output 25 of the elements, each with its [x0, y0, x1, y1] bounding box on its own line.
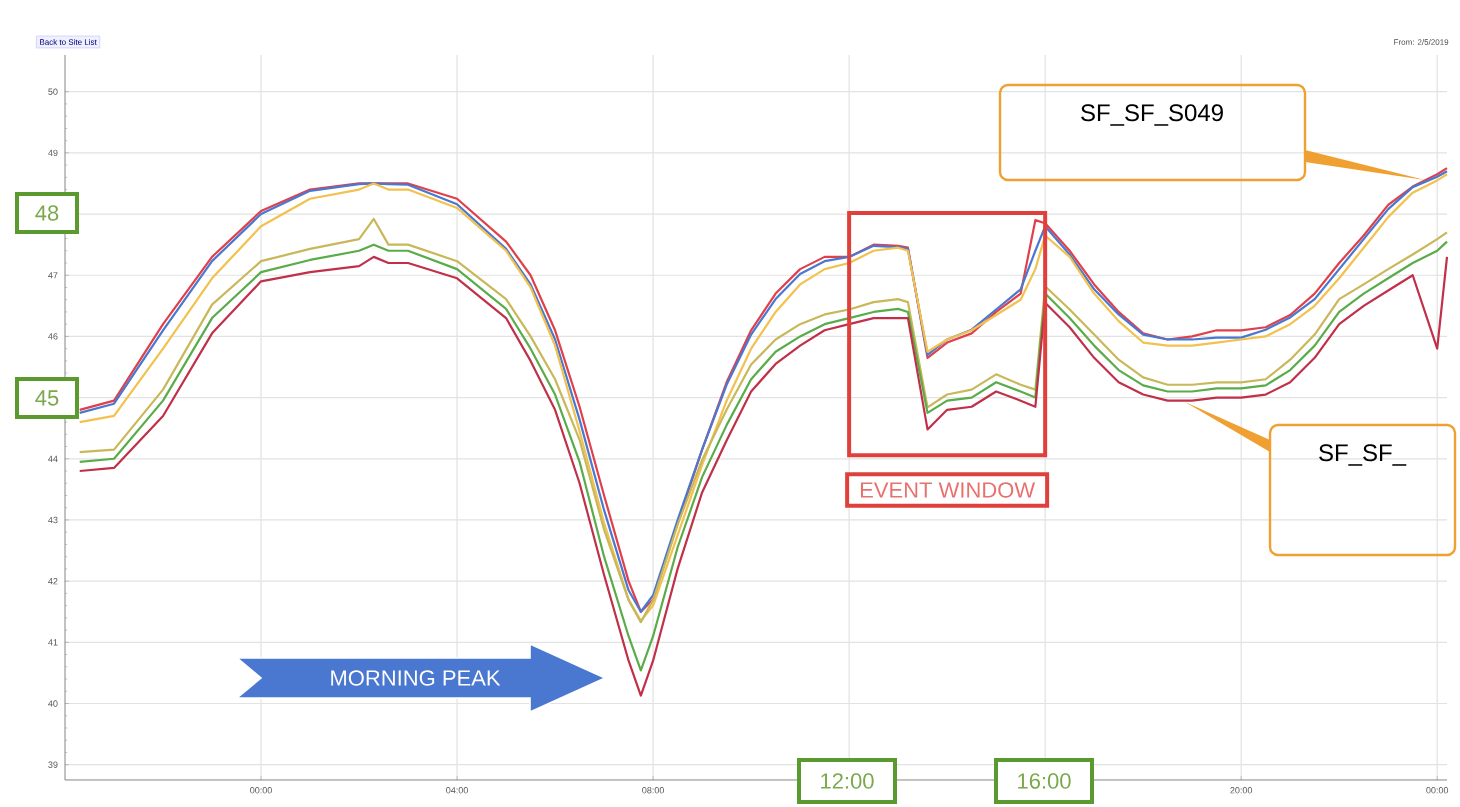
y-tick-label: 42 — [48, 578, 58, 585]
annotation: SF_SF_S049 — [1081, 104, 1223, 126]
x-tick-label: 08:00 — [642, 787, 664, 794]
y-tick-label: 40 — [48, 700, 58, 707]
y-tick-label: 43 — [48, 516, 58, 524]
annotation: MORNING PEAK — [331, 670, 501, 686]
text: Back to Site List — [40, 39, 97, 45]
y-tick-label: 50 — [48, 88, 58, 95]
y-tick-label: 47 — [48, 272, 58, 279]
annotation: SF_SF_ — [1319, 444, 1407, 466]
y-tick-label: 41 — [48, 639, 58, 646]
text: From: 2/5/2019 — [1394, 39, 1449, 45]
y-tick-label: 49 — [48, 149, 58, 157]
y-tick-label: 46 — [48, 333, 58, 340]
annotation: 16:00 — [1018, 773, 1071, 789]
text: 45 — [35, 390, 59, 406]
x-tick-label: 04:00 — [446, 787, 468, 794]
x-tick-label: 20:00 — [1230, 787, 1253, 794]
x-tick-label: 00:00 — [250, 787, 272, 794]
y-tick-label: 39 — [48, 761, 58, 768]
x-tick-label: 00:00 — [1426, 787, 1449, 794]
annotation: 12:00 — [821, 773, 874, 789]
y-tick-label: 44 — [48, 455, 58, 462]
band-label: EVENT WINDOW — [860, 482, 1036, 498]
text: 48 — [35, 205, 59, 221]
